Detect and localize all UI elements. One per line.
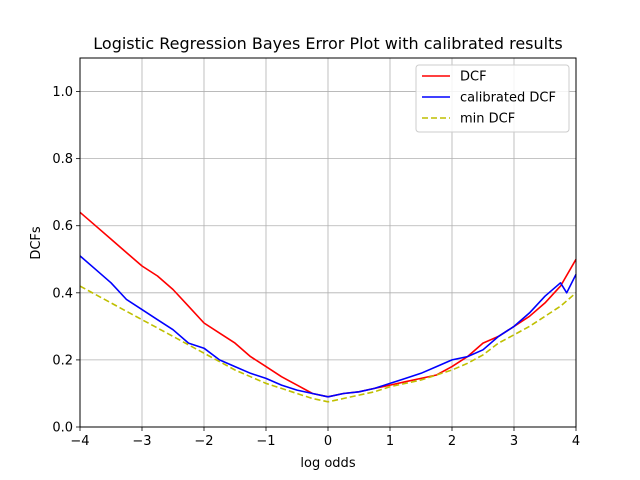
legend-entry: min DCF: [460, 112, 515, 127]
legend-box: [415, 64, 570, 133]
chart-title: Logistic Regression Bayes Error Plot wit…: [93, 34, 562, 53]
legend-entry: calibrated DCF: [460, 91, 556, 106]
x-tick-label: −3: [132, 434, 151, 449]
series-lines: [79, 211, 577, 403]
x-tick-label: 2: [448, 434, 456, 449]
y-tick-label: 0.6: [52, 219, 73, 234]
y-axis-label: DCFs: [29, 226, 44, 260]
legend-entry: DCF: [460, 70, 487, 85]
series-line-min-dcf: [79, 285, 577, 403]
y-tick-label: 0.4: [52, 286, 73, 301]
legend: DCF calibrated DCF min DCF: [415, 64, 570, 133]
x-tick-label: −1: [256, 434, 275, 449]
y-tick-label: 1.0: [52, 85, 73, 100]
y-tick-label: 0.2: [52, 353, 73, 368]
x-tick-label: 4: [572, 434, 580, 449]
x-tick-label: 1: [386, 434, 394, 449]
x-tick-label: 0: [324, 434, 332, 449]
series-line-calibrated-dcf: [79, 255, 577, 398]
x-tick-label: −4: [70, 434, 89, 449]
x-axis-label: log odds: [300, 456, 355, 471]
axis-ticks: −4 −3 −2 −1 0 1 2 3 4 0.0 0.2 0.4 0.6 0.8 1.0: [52, 85, 580, 449]
y-tick-label: 0.8: [52, 152, 73, 167]
x-tick-label: 3: [510, 434, 518, 449]
x-tick-label: −2: [194, 434, 213, 449]
y-tick-label: 0.0: [52, 421, 73, 436]
grid: [79, 58, 577, 428]
